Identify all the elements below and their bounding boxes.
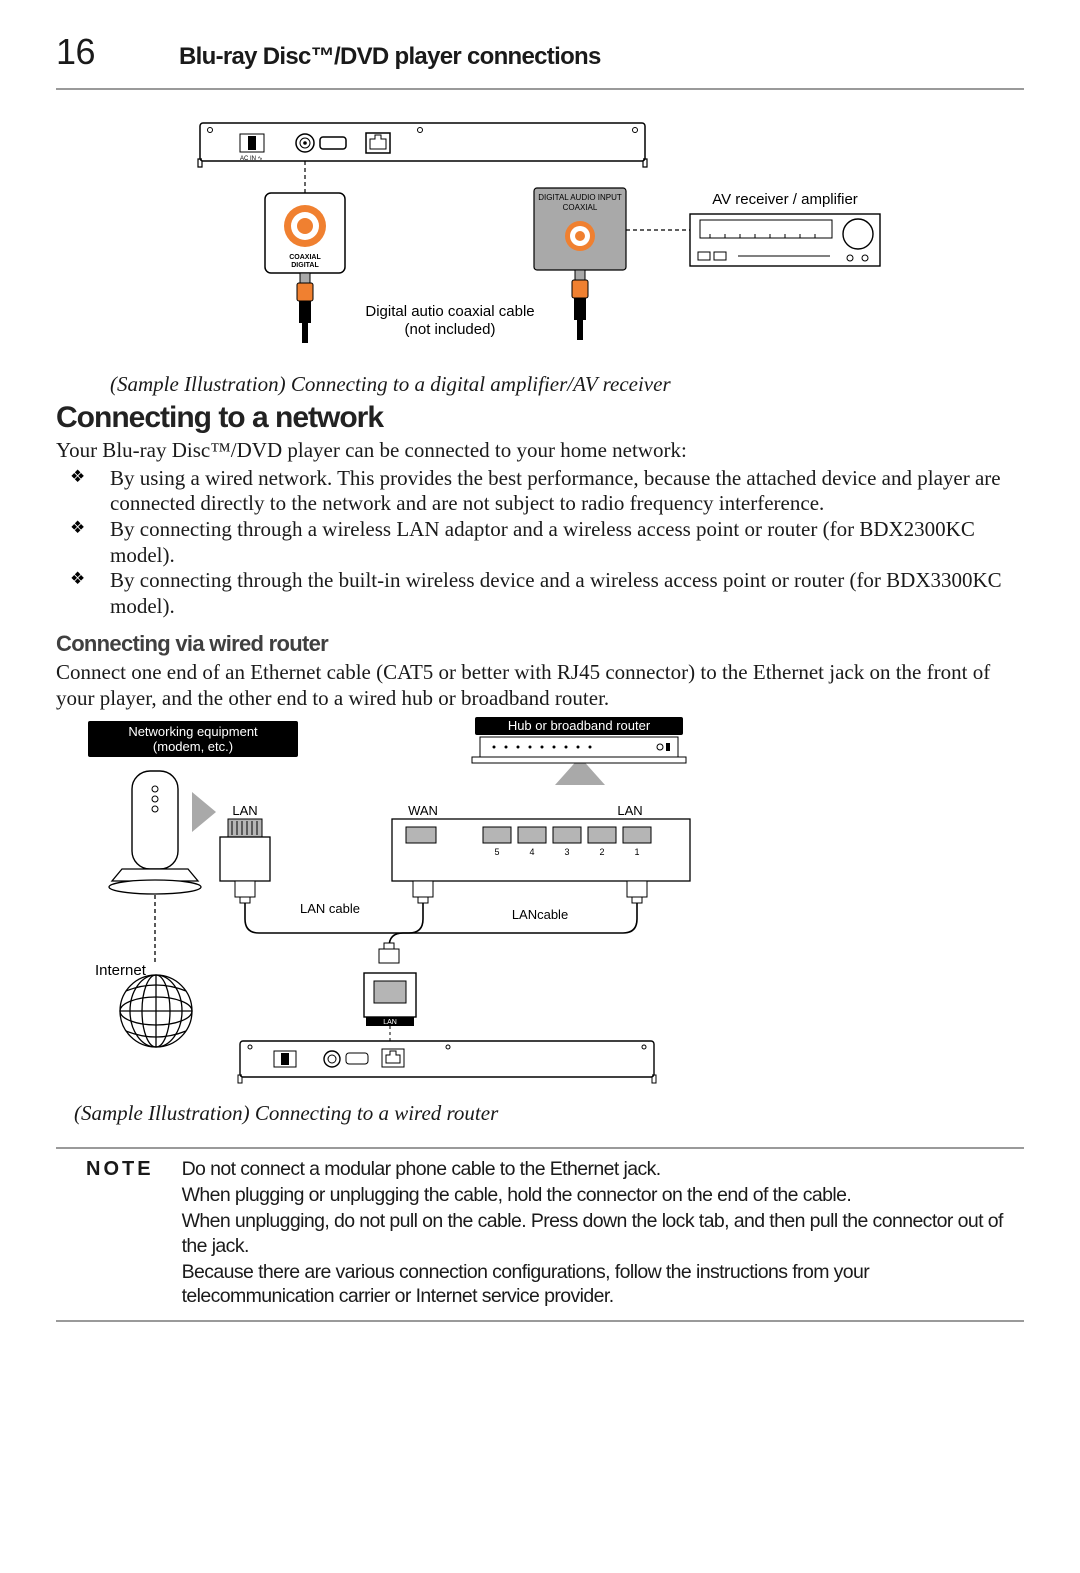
network-bullets: By using a wired network. This provides …	[56, 466, 1024, 620]
internet-label: Internet	[95, 962, 147, 979]
player-lan-tag: LAN	[383, 1019, 397, 1026]
port-no: 5	[494, 847, 499, 857]
coax-plug-left-icon	[297, 273, 313, 343]
coax-cable-label-1: Digital autio coaxial cable	[365, 303, 534, 320]
router-lan-ports-icon	[483, 827, 651, 843]
wan-label: WAN	[408, 803, 438, 818]
din-label2: COAXIAL	[563, 203, 598, 212]
note-body: Do not connect a modular phone cable to …	[182, 1157, 1024, 1310]
network-intro: Your Blu-ray Disc™/DVD player can be con…	[56, 438, 1024, 464]
list-item: By connecting through a wireless LAN ada…	[88, 517, 1024, 568]
ac-label: AC IN ∿	[240, 156, 263, 162]
page-title: Blu-ray Disc™/DVD player connections	[179, 42, 601, 71]
port-no: 2	[599, 847, 604, 857]
diagram-amplifier-connection: AC IN ∿ COAXIAL DIGITAL DIGITAL AUDIO IN…	[56, 118, 1024, 368]
note-label: NOTE	[56, 1157, 154, 1310]
lan-cable-label-2: LANcable	[512, 907, 568, 922]
lan-label-right: LAN	[617, 803, 642, 818]
coax-cable-label-2: (not included)	[405, 321, 496, 338]
port-no: 4	[529, 847, 534, 857]
coax-port-label2: DIGITAL	[291, 262, 319, 269]
note-line: When unplugging, do not pull on the cabl…	[182, 1209, 1024, 1257]
list-item: By using a wired network. This provides …	[88, 466, 1024, 517]
modem-title-2: (modem, etc.)	[153, 739, 233, 754]
header-rule	[56, 88, 1024, 90]
note-box: NOTE Do not connect a modular phone cabl…	[56, 1147, 1024, 1322]
din-label1: DIGITAL AUDIO INPUT	[538, 193, 622, 202]
heading-connecting-network: Connecting to a network	[56, 400, 1024, 437]
coax-port-label1: COAXIAL	[289, 254, 321, 261]
hub-title: Hub or broadband router	[508, 718, 651, 733]
coax-plug-right-icon	[572, 270, 588, 340]
port-no: 1	[634, 847, 639, 857]
note-line: Do not connect a modular phone cable to …	[182, 1157, 1024, 1181]
modem-title-1: Networking equipment	[128, 724, 258, 739]
note-line: Because there are various connection con…	[182, 1260, 1024, 1308]
note-line: When plugging or unplugging the cable, h…	[182, 1183, 1024, 1207]
heading-wired-router: Connecting via wired router	[56, 631, 1024, 658]
diagram1-caption: (Sample Illustration) Connecting to a di…	[110, 372, 1024, 398]
port-no: 3	[564, 847, 569, 857]
lan-cable-label-1: LAN cable	[300, 901, 360, 916]
globe-icon	[120, 975, 192, 1047]
av-receiver-label: AV receiver / amplifier	[712, 191, 858, 208]
page-number: 16	[56, 30, 95, 74]
diagram2-caption: (Sample Illustration) Connecting to a wi…	[74, 1101, 1024, 1127]
wired-router-text: Connect one end of an Ethernet cable (CA…	[56, 660, 1024, 711]
lan-label-left: LAN	[232, 803, 257, 818]
list-item: By connecting through the built-in wirel…	[88, 568, 1024, 619]
diagram-wired-router: Networking equipment (modem, etc.) LAN L…	[70, 717, 1024, 1097]
